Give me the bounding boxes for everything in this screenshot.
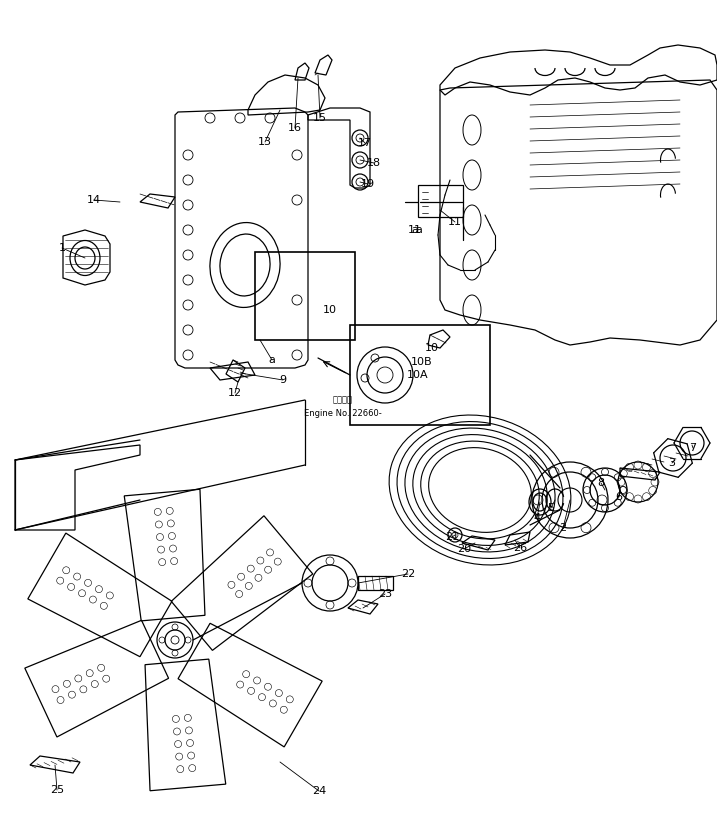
Text: 4: 4 (533, 513, 541, 523)
Text: 18: 18 (367, 158, 381, 168)
Text: 2: 2 (559, 523, 566, 533)
Text: 9: 9 (280, 375, 287, 385)
Text: Engine No. 22660-: Engine No. 22660- (304, 408, 382, 418)
Text: a: a (415, 225, 422, 235)
Text: 通用号圈: 通用号圈 (333, 396, 353, 404)
Text: 19: 19 (361, 179, 375, 189)
Text: 3: 3 (668, 458, 675, 468)
Text: 10: 10 (323, 305, 337, 315)
Bar (350, 325, 490, 425)
Text: a: a (269, 355, 275, 365)
Text: 10: 10 (425, 343, 439, 353)
Text: 11: 11 (448, 217, 462, 227)
Text: 22: 22 (401, 569, 415, 579)
Text: 12: 12 (228, 388, 242, 398)
Text: 24: 24 (312, 786, 326, 796)
Text: 26: 26 (513, 543, 527, 553)
Text: 10A: 10A (407, 370, 429, 380)
Text: 1: 1 (59, 243, 65, 253)
Text: 20: 20 (457, 544, 471, 554)
Bar (255, 252, 355, 340)
Text: 17: 17 (358, 138, 372, 148)
Text: 7: 7 (690, 443, 696, 453)
Text: a: a (412, 225, 419, 235)
Text: 13: 13 (258, 137, 272, 147)
Text: 11: 11 (408, 225, 422, 235)
Text: 10B: 10B (411, 357, 433, 367)
Text: 15: 15 (313, 113, 327, 123)
Text: 25: 25 (50, 785, 64, 795)
Text: 5: 5 (548, 503, 554, 513)
Text: 23: 23 (378, 589, 392, 599)
Text: 21: 21 (445, 532, 459, 542)
Text: 6: 6 (615, 492, 622, 502)
Bar (358, 576, 393, 590)
Text: 16: 16 (288, 123, 302, 133)
Bar (418, 185, 463, 217)
Text: 14: 14 (87, 195, 101, 205)
Text: 8: 8 (597, 478, 604, 488)
